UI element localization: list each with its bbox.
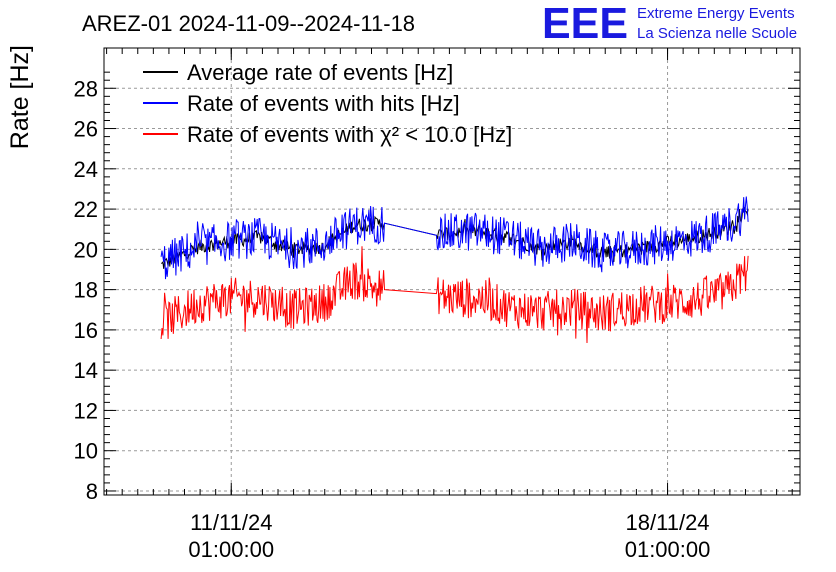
y-tick-label: 24 [74,157,98,182]
x-tick-label-time: 01:00:00 [188,537,274,562]
y-tick-label: 14 [74,358,98,383]
y-axis-label: Rate [Hz] [6,45,34,149]
series-layer [160,196,749,344]
x-tick-label-date: 11/11/24 [190,510,272,535]
logo-mark: EEE [542,0,628,48]
y-axis: 8 10 12 14 16 18 20 22 24 26 28 [74,71,800,504]
y-tick-label: 18 [74,278,98,303]
logo-line1: Extreme Energy Events [637,5,795,22]
y-tick-label: 28 [74,76,98,101]
legend: Average rate of events [Hz] Rate of even… [143,60,512,147]
legend-label-average: Average rate of events [Hz] [187,60,453,85]
y-tick-label: 26 [74,117,98,142]
chart-title: AREZ-01 2024-11-09--2024-11-18 [82,11,415,36]
y-tick-label: 16 [74,318,98,343]
series-line [160,246,749,344]
plot-frame [103,47,801,496]
series-line [160,196,749,280]
y-tick-label: 8 [86,479,98,504]
y-tick-label: 20 [74,237,98,262]
logo-line2: La Scienza nelle Scuole [637,25,797,42]
legend-label-chi2: Rate of events with χ² < 10.0 [Hz] [187,122,512,147]
eee-logo: EEE Extreme Energy Events La Scienza nel… [542,0,797,48]
y-tick-label: 12 [74,398,98,423]
x-tick-label-time: 01:00:00 [625,537,711,562]
x-tick-label-date: 18/11/24 [626,510,710,535]
legend-label-hits: Rate of events with hits [Hz] [187,91,460,116]
y-tick-label: 10 [74,439,98,464]
y-tick-label: 22 [74,197,98,222]
